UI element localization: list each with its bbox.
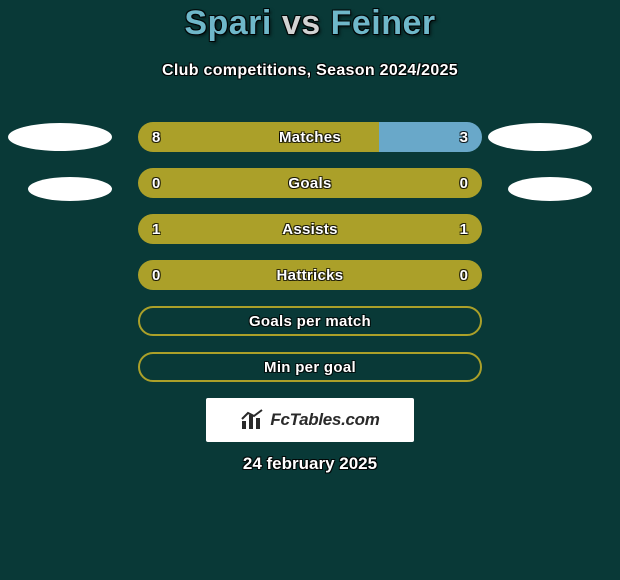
stat-rows: Matches83Goals00Assists11Hattricks00Goal… — [138, 122, 482, 398]
title-vs: vs — [282, 4, 321, 42]
fctables-logo[interactable]: FcTables.com — [206, 398, 414, 442]
stat-value-right: 3 — [460, 122, 468, 152]
logo-text: FcTables.com — [270, 410, 379, 430]
stat-label: Assists — [138, 214, 482, 244]
title-player1: Spari — [184, 4, 272, 42]
left-player-marker — [8, 123, 112, 151]
stat-row: Goals0 0 — [138, 168, 482, 198]
stat-value-left: 0 — [152, 260, 160, 290]
left-player-marker — [28, 177, 112, 201]
stat-label: Min per goal — [140, 354, 480, 380]
subtitle: Club competitions, Season 2024/2025 — [0, 62, 620, 80]
stat-value-right: 0 — [460, 260, 468, 290]
right-player-marker — [488, 123, 592, 151]
stat-label: Goals — [138, 168, 482, 198]
title-player2: Feiner — [331, 4, 436, 42]
stat-value-right: 1 — [460, 214, 468, 244]
comparison-canvas: Spari vs Feiner Club competitions, Seaso… — [0, 0, 620, 580]
stat-row: Hattricks0 0 — [138, 260, 482, 290]
date-label: 24 february 2025 — [0, 454, 620, 474]
stat-value-right: 0 — [460, 168, 468, 198]
stat-row: Min per goal — [138, 352, 482, 382]
stat-row: Goals per match — [138, 306, 482, 336]
chart-icon — [240, 409, 266, 431]
stat-value-left: 1 — [152, 214, 160, 244]
stat-label: Matches — [138, 122, 482, 152]
stat-label: Hattricks — [138, 260, 482, 290]
stat-row: Assists1 1 — [138, 214, 482, 244]
stat-value-left: 8 — [152, 122, 160, 152]
stat-row: Matches8 3 — [138, 122, 482, 152]
page-title: Spari vs Feiner — [0, 4, 620, 43]
stat-value-left: 0 — [152, 168, 160, 198]
stat-label: Goals per match — [140, 308, 480, 334]
right-player-marker — [508, 177, 592, 201]
